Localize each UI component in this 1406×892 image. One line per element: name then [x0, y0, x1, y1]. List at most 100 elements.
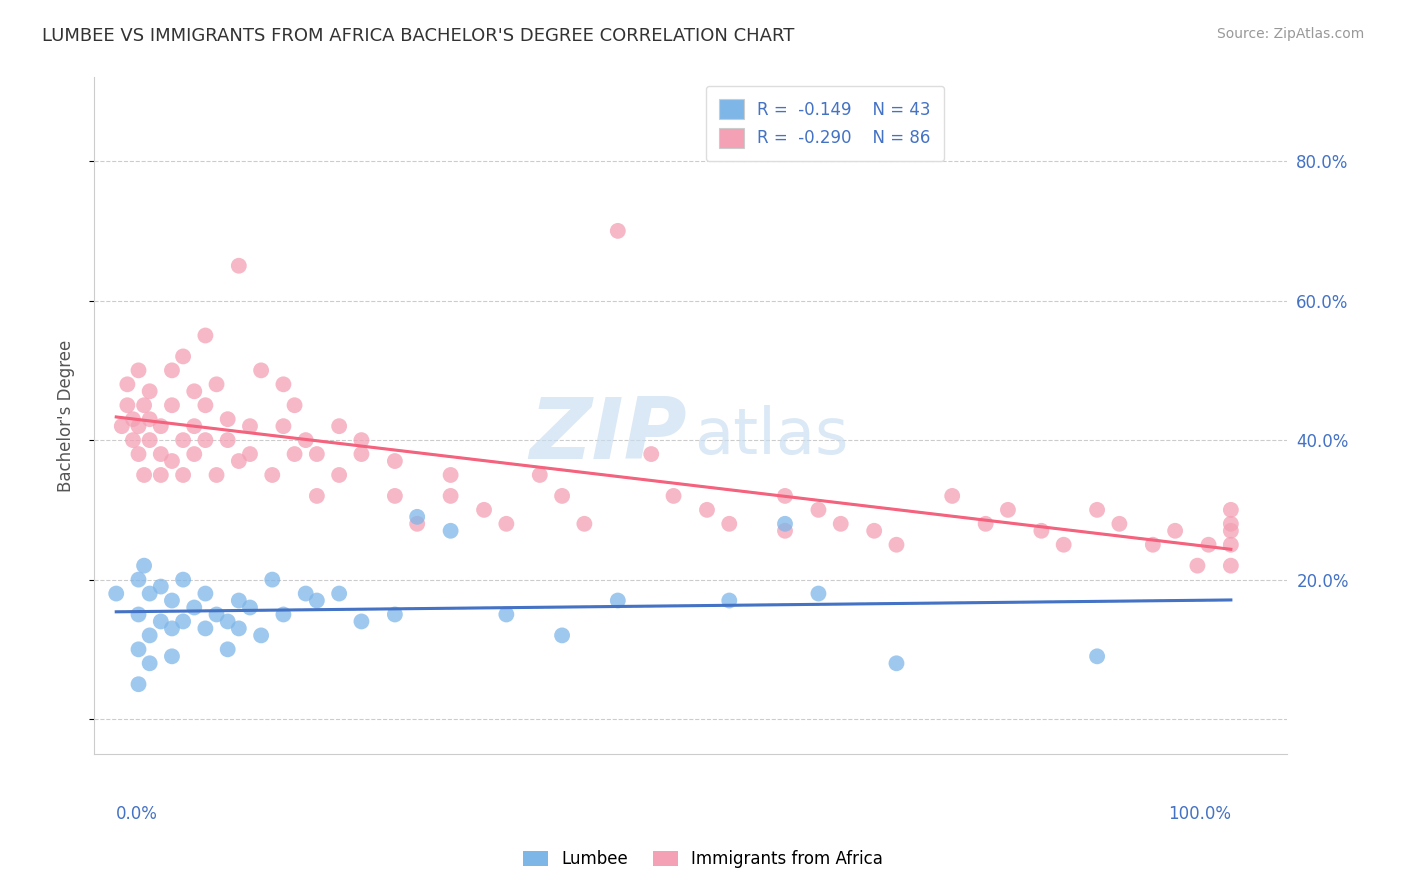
Point — [132, 398, 155, 412]
Point — [250, 363, 273, 377]
Point — [149, 447, 172, 461]
Point — [350, 615, 373, 629]
Point — [138, 657, 160, 671]
Point — [160, 593, 183, 607]
Point — [160, 649, 183, 664]
Point — [262, 467, 284, 482]
Point — [574, 516, 596, 531]
Point — [149, 580, 172, 594]
Point — [117, 398, 139, 412]
Point — [495, 607, 517, 622]
Point — [886, 538, 908, 552]
Point — [194, 586, 217, 600]
Point — [350, 433, 373, 447]
Point — [606, 224, 628, 238]
Point — [160, 454, 183, 468]
Point — [149, 419, 172, 434]
Point — [149, 467, 172, 482]
Point — [228, 622, 250, 636]
Point — [128, 573, 150, 587]
Point — [128, 677, 150, 691]
Point — [183, 384, 205, 399]
Point — [273, 377, 295, 392]
Point — [1031, 524, 1053, 538]
Point — [228, 454, 250, 468]
Point — [1219, 538, 1241, 552]
Y-axis label: Bachelor's Degree: Bachelor's Degree — [58, 340, 75, 491]
Point — [217, 412, 239, 426]
Point — [128, 419, 150, 434]
Point — [1219, 524, 1241, 538]
Point — [205, 467, 228, 482]
Point — [111, 419, 134, 434]
Point — [1164, 524, 1187, 538]
Point — [439, 489, 461, 503]
Point — [194, 398, 217, 412]
Point — [183, 447, 205, 461]
Point — [228, 593, 250, 607]
Point — [305, 489, 328, 503]
Point — [640, 447, 662, 461]
Point — [172, 433, 194, 447]
Text: 0.0%: 0.0% — [117, 805, 157, 822]
Point — [183, 600, 205, 615]
Point — [384, 607, 406, 622]
Point — [172, 350, 194, 364]
Point — [439, 524, 461, 538]
Point — [138, 586, 160, 600]
Point — [228, 259, 250, 273]
Point — [384, 489, 406, 503]
Point — [1085, 503, 1108, 517]
Point — [328, 467, 350, 482]
Point — [160, 622, 183, 636]
Point — [1085, 649, 1108, 664]
Point — [886, 657, 908, 671]
Point — [284, 447, 307, 461]
Point — [122, 433, 145, 447]
Point — [529, 467, 551, 482]
Point — [172, 615, 194, 629]
Point — [217, 642, 239, 657]
Point — [128, 607, 150, 622]
Point — [830, 516, 852, 531]
Point — [718, 593, 741, 607]
Point — [807, 503, 830, 517]
Point — [406, 516, 429, 531]
Point — [262, 573, 284, 587]
Point — [117, 377, 139, 392]
Point — [205, 607, 228, 622]
Point — [773, 489, 796, 503]
Point — [284, 398, 307, 412]
Point — [172, 467, 194, 482]
Point — [551, 489, 574, 503]
Point — [1053, 538, 1076, 552]
Point — [1219, 516, 1241, 531]
Point — [217, 433, 239, 447]
Point — [294, 433, 316, 447]
Point — [138, 628, 160, 642]
Point — [305, 447, 328, 461]
Point — [132, 558, 155, 573]
Point — [205, 377, 228, 392]
Point — [149, 615, 172, 629]
Point — [439, 467, 461, 482]
Point — [718, 516, 741, 531]
Point — [305, 593, 328, 607]
Point — [773, 524, 796, 538]
Point — [194, 433, 217, 447]
Point — [406, 509, 429, 524]
Point — [294, 586, 316, 600]
Text: LUMBEE VS IMMIGRANTS FROM AFRICA BACHELOR'S DEGREE CORRELATION CHART: LUMBEE VS IMMIGRANTS FROM AFRICA BACHELO… — [42, 27, 794, 45]
Point — [132, 467, 155, 482]
Point — [1108, 516, 1130, 531]
Point — [551, 628, 574, 642]
Point — [128, 447, 150, 461]
Point — [122, 412, 145, 426]
Point — [384, 454, 406, 468]
Point — [250, 628, 273, 642]
Point — [273, 607, 295, 622]
Point — [863, 524, 886, 538]
Point — [194, 328, 217, 343]
Point — [1198, 538, 1220, 552]
Legend: Lumbee, Immigrants from Africa: Lumbee, Immigrants from Africa — [516, 844, 890, 875]
